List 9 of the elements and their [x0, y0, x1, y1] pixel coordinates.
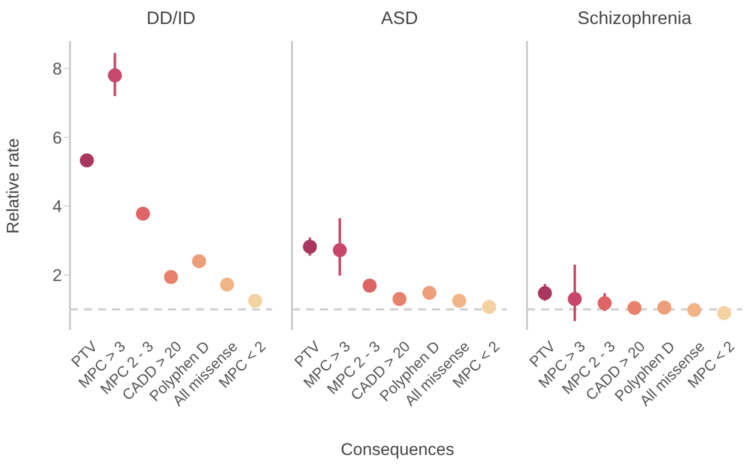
y-axis-title: Relative rate: [4, 138, 24, 234]
chart-title: Schizophrenia: [576, 8, 693, 29]
y-tick-label: 2: [52, 266, 62, 285]
y-tick-label: 8: [52, 60, 62, 79]
y-tick-label: 4: [52, 197, 62, 216]
x-axis-title: Consequences: [340, 440, 456, 460]
chart-title: DD/ID: [146, 8, 196, 29]
y-tick-label: 6: [52, 128, 62, 148]
chart-title: ASD: [380, 8, 419, 29]
